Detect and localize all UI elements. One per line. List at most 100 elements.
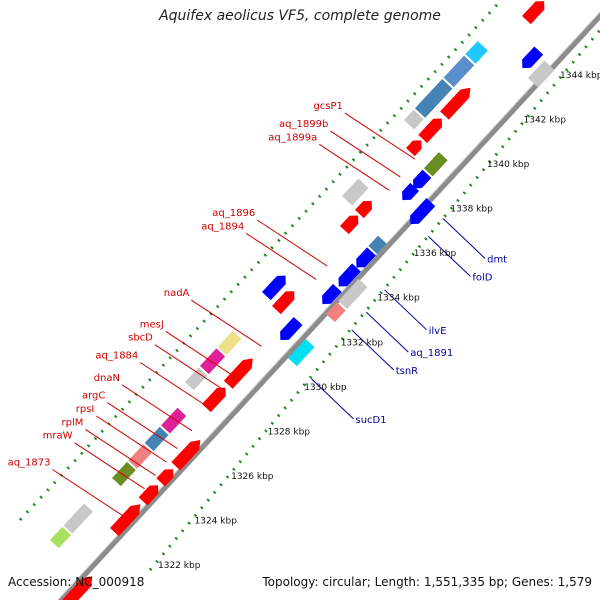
scale-tick-label: 1344 kbp: [560, 71, 600, 81]
gene-box-steelblue: [443, 55, 475, 88]
gene-arrow-blue: [262, 275, 286, 301]
gene-arrow-blue: [410, 198, 436, 225]
scale-tick-label: 1334 kbp: [377, 294, 420, 304]
gene-arrow-red: [138, 485, 159, 506]
label-leader-line: [74, 442, 145, 490]
scale-tick-label: 1322 kbp: [158, 561, 201, 571]
gene-arrow-blue: [522, 46, 544, 69]
label-leader-line: [165, 330, 237, 378]
label-leader-line: [191, 299, 262, 347]
label-leader-line: [311, 378, 354, 420]
gene-label: tsnR: [396, 366, 418, 377]
label-leader-line: [330, 130, 401, 178]
gene-arrow-red: [62, 576, 93, 600]
label-leader-line: [140, 362, 211, 409]
label-leader-line: [154, 344, 226, 392]
gene-arrow-blue: [356, 247, 376, 268]
gene-arrow-red: [440, 87, 471, 120]
gene-label: aq_1884: [95, 351, 138, 362]
gene-arrow-blue: [413, 169, 432, 189]
label-leader-line: [96, 415, 167, 463]
label-leaders: [52, 112, 486, 516]
gene-label: gcsP1: [313, 101, 342, 112]
gene-box-gray: [63, 503, 93, 534]
gene-arrow-blue: [280, 316, 303, 341]
gene-box-olive: [423, 152, 448, 177]
gene-box-steelblue: [414, 79, 453, 118]
minus-strand-genes: [50, 1, 545, 600]
gene-box-khaki: [217, 330, 242, 356]
label-leader-line: [121, 384, 193, 432]
label-leader-line: [52, 469, 123, 516]
gene-box-gray: [528, 60, 555, 88]
gene-label: aq_1891: [410, 348, 453, 359]
scale-tick-label: 1342 kbp: [524, 116, 567, 126]
gene-arrow-red: [110, 504, 141, 537]
scale-ticks: 1322 kbp 1324 kbp 1326 kbp 1328 kbp 1330 kbp…: [158, 71, 600, 571]
gene-arrow-red: [223, 358, 253, 389]
gene-label: sucD1: [356, 415, 387, 426]
gene-label: mesJ: [140, 319, 164, 330]
dotted-guides: [18, 0, 600, 571]
gene-label: rplM: [62, 417, 84, 428]
gene-label: ilvE: [429, 326, 447, 337]
gene-arrow-blue: [322, 283, 342, 305]
summary-label: Topology: circular; Length: 1,551,335 bp…: [262, 575, 592, 589]
label-leader-line: [365, 311, 409, 353]
label-leader-line: [384, 289, 427, 331]
gene-box-cyan: [465, 41, 488, 64]
gene-box-steelblue: [144, 426, 169, 452]
map-title: Aquifex aeolicus VF5, complete genome: [159, 8, 441, 24]
gene-box-magenta: [161, 407, 187, 434]
scale-tick-label: 1330 kbp: [304, 383, 347, 393]
gene-label: aq_1873: [8, 458, 51, 469]
scale-tick-label: 1338 kbp: [450, 205, 493, 215]
gene-box-gray: [342, 178, 369, 206]
gene-arrow-red: [202, 387, 226, 413]
gene-arrow-red: [272, 291, 295, 315]
gene-label: dmt: [487, 255, 507, 266]
gene-labels: aq_1873 mraW rplM rpsI argC dnaN aq_1884 sbcD me…: [8, 101, 508, 468]
label-leader-line: [85, 428, 156, 476]
gene-arrow-red: [340, 215, 359, 235]
plus-strand-genes: [280, 46, 555, 367]
gene-box-olive: [112, 461, 136, 487]
label-leader-line: [351, 329, 395, 371]
label-leader-line: [245, 232, 317, 280]
scale-tick-label: 1324 kbp: [195, 517, 238, 527]
gene-arrow-cyan: [288, 338, 315, 367]
accession-label: Accession: NC_000918: [8, 575, 145, 589]
gene-label: aq_1899b: [279, 119, 328, 130]
gene-arrow-red: [355, 200, 372, 219]
gene-arrow-red: [522, 1, 545, 25]
label-leader-line: [256, 219, 328, 267]
scale-tick-label: 1340 kbp: [487, 160, 530, 170]
gene-label: rpsI: [76, 404, 95, 415]
gene-arrow-red: [156, 469, 174, 487]
gene-arrow-red: [406, 140, 422, 157]
scale-tick-label: 1332 kbp: [341, 338, 384, 348]
gene-label: aq_1896: [212, 208, 255, 219]
gene-label: sbcD: [128, 333, 153, 344]
scale-tick-label: 1328 kbp: [268, 427, 311, 437]
gene-box-green: [50, 526, 72, 549]
gene-box-gray: [404, 109, 424, 130]
gene-box-pink: [326, 302, 346, 323]
gene-box-gray: [338, 278, 368, 310]
gene-label: dnaN: [94, 373, 120, 384]
scale-tick-label: 1336 kbp: [414, 249, 457, 259]
gene-label: aq_1894: [201, 221, 244, 232]
scale-tick-label: 1326 kbp: [231, 472, 274, 482]
label-leader-line: [344, 112, 416, 160]
gene-label: argC: [82, 391, 105, 402]
label-leader-line: [442, 218, 486, 259]
gene-arrow-blue: [338, 263, 361, 287]
gene-box-steelblue: [368, 235, 387, 255]
gene-label: mraW: [43, 431, 73, 442]
label-leader-line: [428, 236, 471, 277]
gene-box-pink: [128, 444, 153, 469]
gene-label: folD: [472, 272, 492, 283]
gene-label: aq_1899a: [268, 132, 317, 143]
gene-box-magenta: [200, 348, 226, 375]
